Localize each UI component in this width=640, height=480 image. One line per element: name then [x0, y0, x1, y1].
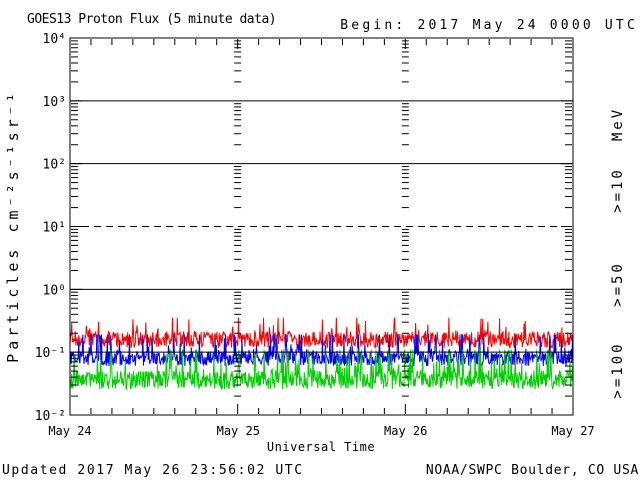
grid-and-ticks	[69, 37, 574, 416]
begin-timestamp: Begin: 2017 May 24 0000 UTC	[340, 18, 638, 33]
trace-50	[69, 334, 574, 367]
x-tick-may24: May 24	[48, 424, 91, 438]
y-tick-1e4: 10⁴	[43, 32, 66, 47]
x-axis-title: Universal Time	[267, 440, 375, 454]
flux-traces	[69, 317, 574, 391]
y-tick-1e1: 10¹	[43, 221, 66, 236]
y-tick-1e0: 10⁰	[43, 283, 66, 298]
x-tick-may27: May 27	[551, 424, 594, 438]
updated-timestamp: Updated 2017 May 26 23:56:02 UTC	[2, 463, 304, 478]
x-tick-may26: May 26	[384, 424, 427, 438]
y-tick-1e-2: 10⁻²	[35, 409, 66, 424]
legend-ge10mev-label: >=10	[610, 167, 626, 213]
trace-100	[69, 349, 574, 391]
legend-ge50mev-label: >=50	[610, 261, 626, 307]
x-tick-may25: May 25	[217, 424, 260, 438]
y-axis-title: Particles cm⁻²s⁻¹sr⁻¹	[4, 89, 22, 363]
legend-ge100mev-label: >=100	[610, 341, 626, 398]
trace-10	[69, 317, 574, 350]
chart-title: GOES13 Proton Flux (5 minute data)	[27, 12, 276, 27]
y-tick-1e3: 10³	[43, 95, 66, 110]
y-tick-1e2: 10²	[43, 158, 66, 173]
source-attribution: NOAA/SWPC Boulder, CO USA	[426, 463, 639, 478]
right-axis-unit-label: MeV	[610, 107, 626, 141]
y-tick-1e-1: 10⁻¹	[35, 346, 66, 361]
